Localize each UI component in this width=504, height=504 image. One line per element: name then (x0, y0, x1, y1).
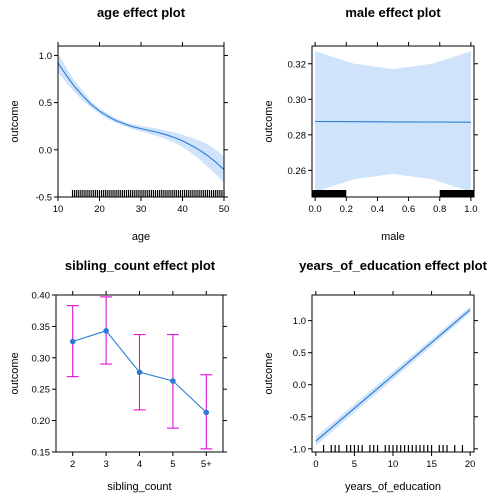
fit-line (315, 120, 471, 123)
data-point (69, 338, 76, 345)
panel-frame (57, 45, 225, 198)
y-tick-label: 1.0 (39, 51, 52, 62)
y-tick-label: 1.0 (293, 316, 306, 327)
y-tick-label: 0.5 (293, 348, 306, 359)
y-tick-label: -1.0 (290, 444, 306, 455)
x-tick-label: 0.6 (402, 204, 415, 215)
fit-line (57, 62, 225, 171)
panel-2: male effect plot male outcome 0.0 0.2 0.4 0.6 0… (263, 5, 478, 243)
x-tick-label: 0.2 (340, 204, 353, 215)
rug-bar (439, 190, 474, 197)
y-tick-label: 0.0 (39, 145, 52, 156)
panel-frame (311, 45, 475, 198)
x-tick-label: 0.0 (309, 204, 322, 215)
y-tick-label: 0.28 (288, 130, 307, 141)
x-tick-label: 1.0 (464, 204, 477, 215)
x-axis-label: male (381, 231, 405, 243)
panel-title: years_of_education effect plot (299, 258, 487, 273)
y-tick-label: 0.5 (39, 98, 52, 109)
y-tick-label: 0.35 (32, 322, 51, 333)
y-tick-label: 0.30 (288, 95, 307, 106)
y-tick-label: 0.26 (288, 166, 307, 177)
panel-title: male effect plot (345, 5, 441, 20)
y-axis-label: outcome (9, 100, 21, 142)
data-point (170, 378, 176, 384)
x-tick-label: 20 (94, 204, 105, 215)
data-point (103, 327, 109, 334)
x-tick-label: 0.4 (371, 204, 384, 215)
x-tick-label: 20 (465, 459, 476, 470)
x-tick-label: 15 (426, 459, 437, 470)
x-tick-label: 40 (177, 204, 188, 215)
data-point (203, 409, 210, 416)
panel-4: years_of_education effect plot years_of_e… (263, 258, 488, 493)
x-axis-label: sibling_count (107, 481, 171, 493)
x-tick-label: 5 (352, 459, 357, 470)
x-axis-label: years_of_education (345, 481, 441, 493)
y-axis-label: outcome (9, 352, 21, 394)
y-tick-label: 0.40 (32, 291, 51, 302)
y-tick-label: -0.5 (36, 193, 52, 204)
rug-bar (312, 190, 347, 197)
y-axis-label: outcome (263, 100, 275, 142)
y-axis-label: outcome (263, 352, 275, 394)
x-tick-label: 2 (70, 459, 75, 470)
panel-title: age effect plot (97, 5, 186, 20)
y-tick-label: 0.32 (288, 59, 307, 70)
x-tick-label: 50 (219, 204, 230, 215)
y-tick-label: 0.25 (32, 385, 51, 396)
x-tick-label: 5 (170, 459, 175, 470)
y-tick-label: -0.5 (290, 412, 306, 423)
panel-3: sibling_count effect plot sibling_count ou… (9, 258, 227, 493)
x-tick-label: 10 (388, 459, 399, 470)
x-tick-label: 10 (53, 204, 64, 215)
y-tick-label: 0.20 (32, 416, 51, 427)
data-point (136, 369, 143, 376)
y-tick-label: 0.30 (32, 353, 51, 364)
x-tick-label: 0.8 (433, 204, 446, 215)
x-axis-label: age (132, 231, 150, 243)
x-tick-label: 5+ (201, 459, 212, 470)
x-tick-label: 3 (103, 459, 108, 470)
panel-1: age effect plot age outcome 10 20 30 40 50 -0.5 0… (9, 5, 229, 243)
confidence-band (58, 53, 224, 183)
y-tick-label: 0.0 (293, 380, 306, 391)
x-tick-label: 0 (313, 459, 318, 470)
y-tick-label: 0.15 (32, 448, 51, 459)
panel-title: sibling_count effect plot (65, 258, 216, 273)
x-tick-label: 30 (136, 204, 147, 215)
fit-line (315, 309, 471, 442)
x-tick-label: 4 (137, 459, 142, 470)
